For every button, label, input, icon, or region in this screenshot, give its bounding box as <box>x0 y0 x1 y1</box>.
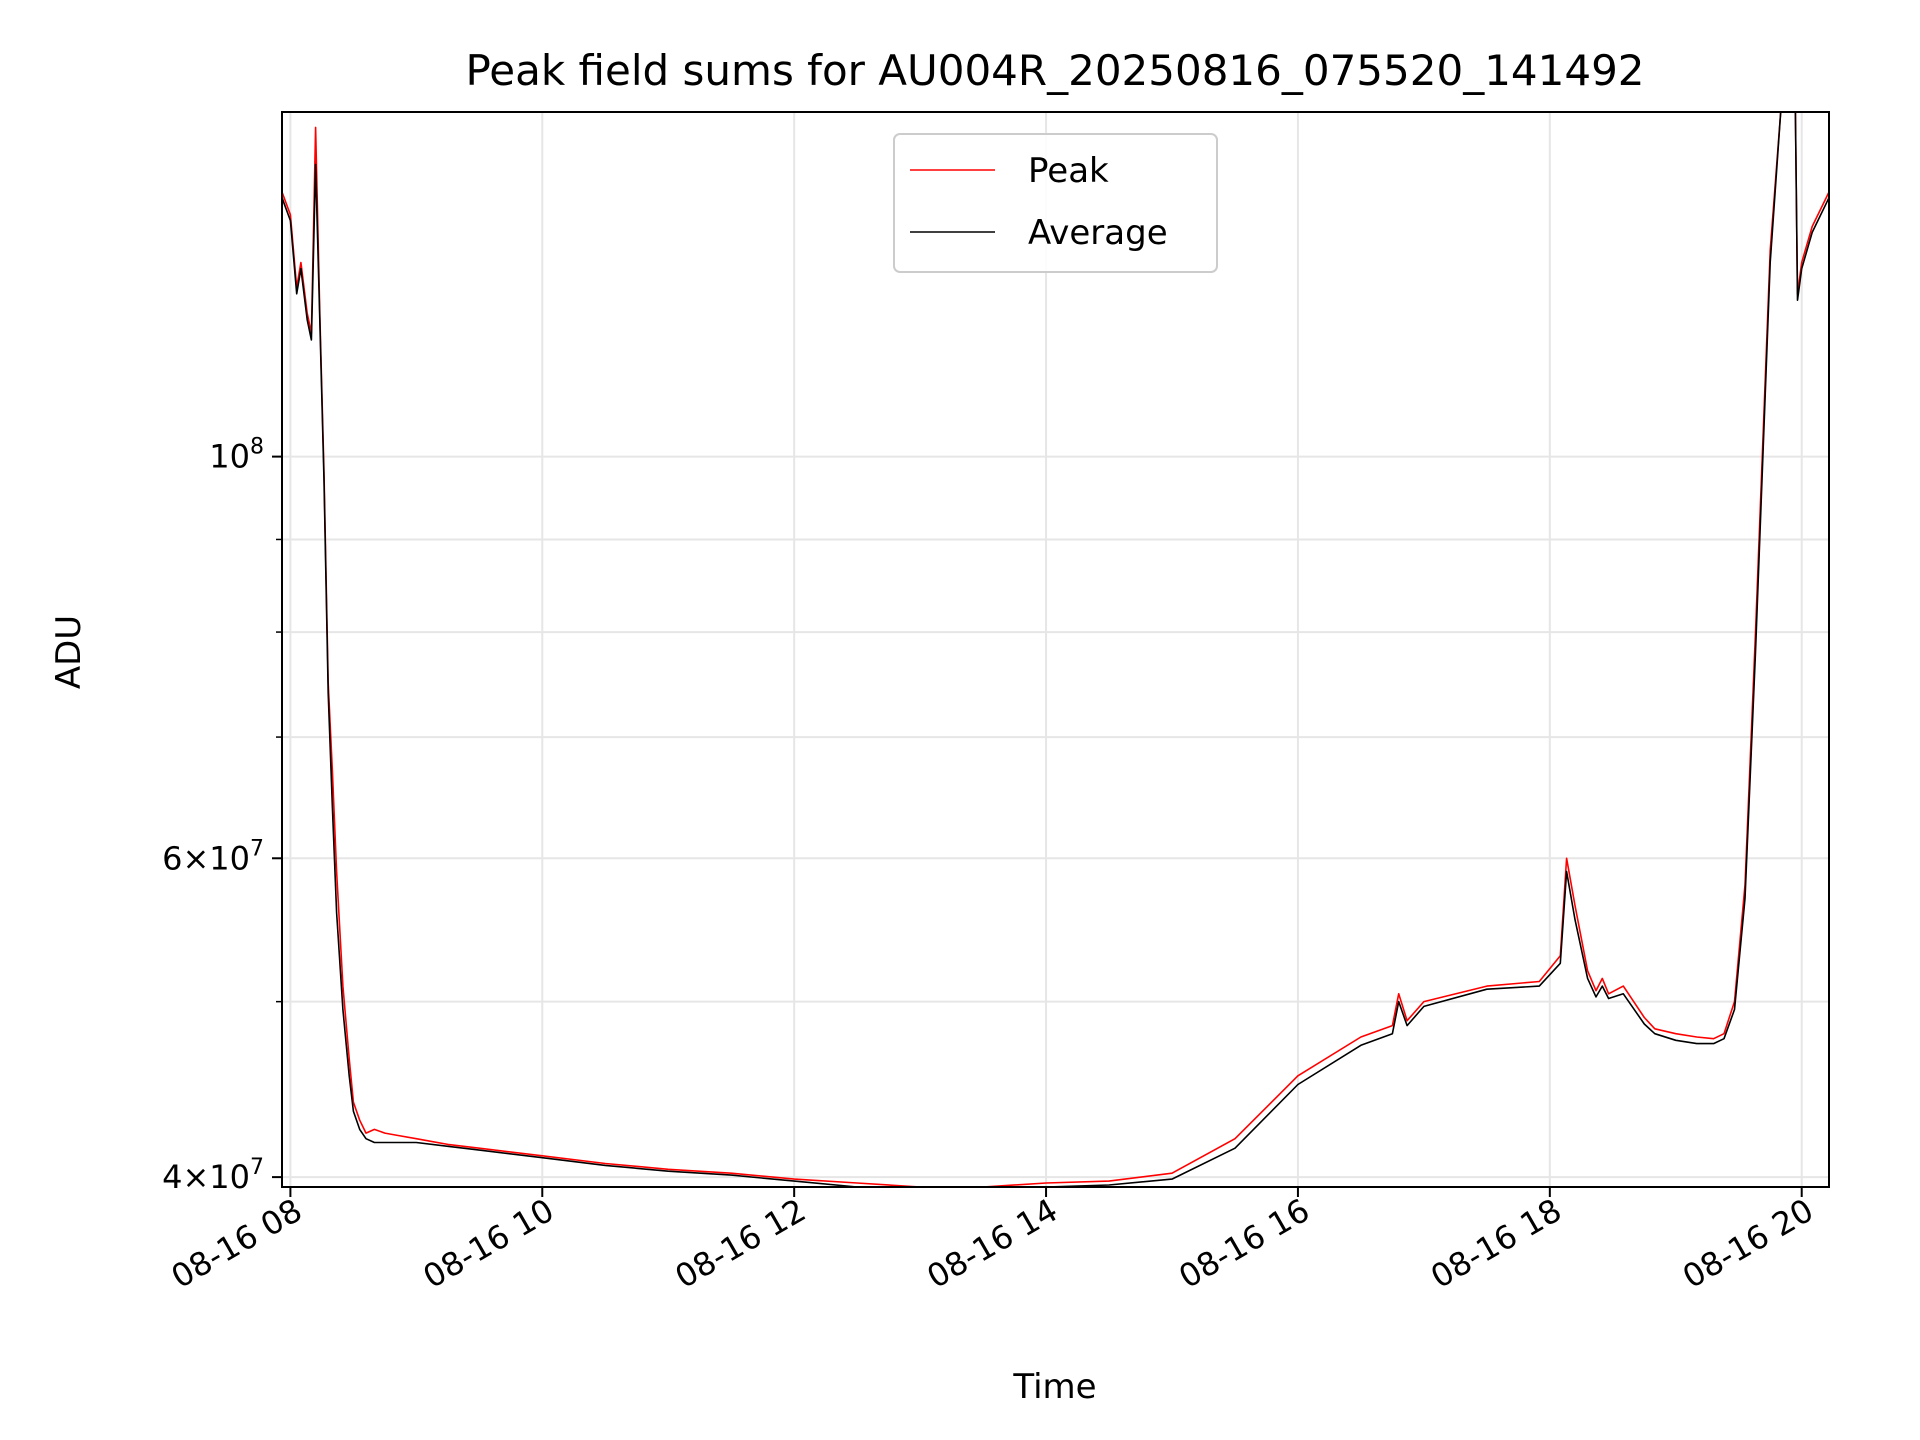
legend-label-peak: Peak <box>1028 151 1109 191</box>
legend-box <box>893 133 1218 273</box>
y-axis: 4×107 6×107 108 <box>162 435 282 1196</box>
y-axis-label: ADU <box>49 615 89 689</box>
x-axis-label: Time <box>1012 1367 1096 1407</box>
grid <box>282 112 1829 1187</box>
y-tick-label: 108 <box>209 435 264 476</box>
series-lines <box>281 111 1830 1188</box>
chart-title: Peak field sums for AU004R_20250816_0755… <box>465 46 1644 95</box>
legend-label-average: Average <box>1028 213 1168 253</box>
series-line-peak <box>281 111 1830 1188</box>
y-tick-label: 4×107 <box>162 1155 264 1196</box>
legend: Peak Average <box>893 133 1218 273</box>
series-line-average <box>281 111 1830 1188</box>
plot-frame <box>281 111 1830 1188</box>
y-tick-label: 6×107 <box>162 836 264 877</box>
